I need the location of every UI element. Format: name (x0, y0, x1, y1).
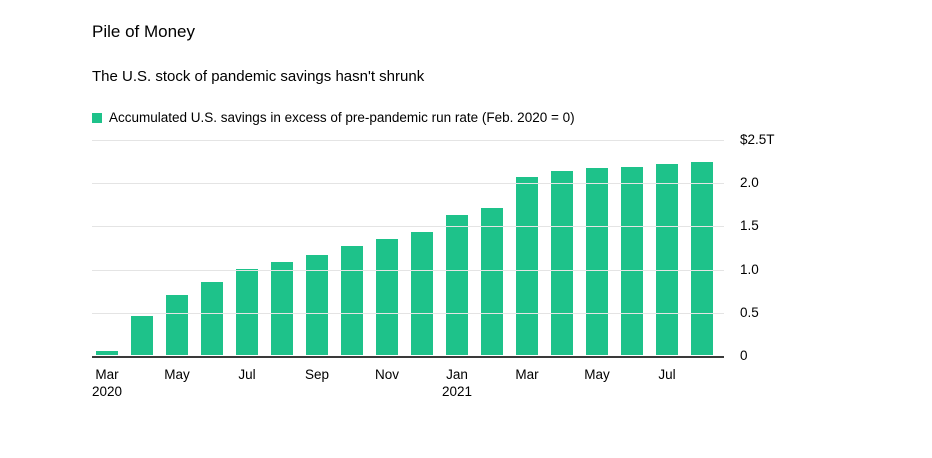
bar (271, 261, 293, 355)
bar (481, 208, 503, 355)
bar (656, 164, 678, 355)
y-axis-label: 0.5 (740, 304, 759, 320)
gridline (92, 226, 724, 228)
plot-area (92, 140, 724, 358)
x-axis-label: Nov (374, 367, 400, 382)
x-axis-label: Mar 2020 (91, 367, 123, 399)
legend-label: Accumulated U.S. savings in excess of pr… (109, 110, 575, 125)
x-axis-label: May (164, 367, 190, 382)
bar (96, 350, 118, 355)
x-axis-label: Jul (238, 367, 256, 382)
x-axis-label: May (584, 367, 610, 382)
y-axis-label: 0 (740, 348, 748, 363)
bar (516, 177, 538, 355)
x-axis-labels: Mar 2020 May Jul Sep Nov Jan 2021 Mar May Jul (92, 366, 732, 412)
x-axis-label: Jan 2021 (441, 367, 473, 399)
bar (306, 254, 328, 355)
gridline (92, 312, 724, 314)
bar (446, 215, 468, 355)
bar (551, 170, 573, 355)
bar (201, 281, 223, 355)
bar (166, 294, 188, 355)
bar (621, 166, 643, 355)
gridline (92, 140, 724, 141)
x-axis-label: Sep (304, 367, 330, 382)
bars-group (96, 140, 724, 355)
x-axis-label: Jul (658, 367, 676, 382)
bar (341, 246, 363, 355)
x-axis-label: Mar (515, 367, 539, 382)
gridline (92, 183, 724, 185)
bar (586, 168, 608, 355)
bar (131, 316, 153, 355)
legend-swatch-icon (92, 112, 102, 123)
legend: Accumulated U.S. savings in excess of pr… (92, 110, 575, 125)
y-axis-label: 1.0 (740, 261, 759, 277)
bar (691, 162, 713, 355)
chart-subtitle: The U.S. stock of pandemic savings hasn'… (92, 68, 425, 85)
y-axis-label: 2.0 (740, 175, 759, 191)
y-axis-label: 1.5 (740, 218, 759, 234)
zero-axis-line (92, 356, 724, 358)
y-axis-labels: $2.5T 2.0 1.5 1.0 0.5 0 (740, 0, 800, 458)
chart-title: Pile of Money (92, 22, 195, 41)
bar (411, 232, 433, 355)
gridline (92, 269, 724, 271)
y-axis-label: $2.5T (740, 132, 775, 147)
bar (236, 268, 258, 355)
bar (376, 239, 398, 355)
